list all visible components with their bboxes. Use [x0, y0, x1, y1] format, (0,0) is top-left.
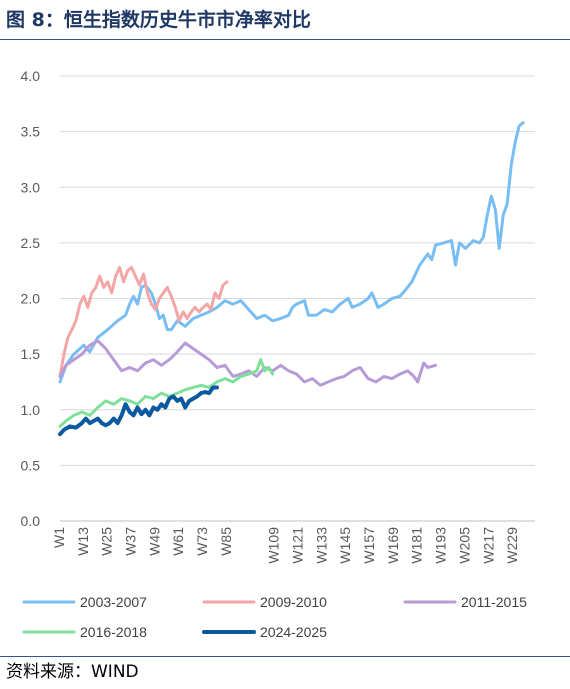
- source-note: 资料来源：WIND: [6, 662, 139, 682]
- y-tick-label: 1.5: [21, 346, 41, 362]
- x-tick-label: W85: [218, 527, 234, 556]
- chart-title: 图 8：恒生指数历史牛市市净率对比: [6, 9, 311, 31]
- y-tick-label: 2.5: [21, 235, 41, 251]
- x-tick-label: W61: [170, 527, 186, 556]
- series-line-2016-2018: [58, 358, 275, 428]
- x-tick-label: W157: [361, 527, 377, 564]
- x-tick-label: W49: [146, 527, 162, 556]
- y-tick-label: 3.0: [21, 179, 41, 195]
- top-divider: [0, 39, 570, 40]
- gridlines: [60, 75, 535, 466]
- legend-label: 2003-2007: [80, 594, 147, 610]
- x-tick-label: W25: [99, 527, 115, 556]
- x-tick-label: W133: [313, 527, 329, 564]
- y-tick-label: 0.5: [21, 457, 41, 473]
- x-tick-label: W217: [480, 527, 496, 564]
- series-lines: [58, 121, 525, 437]
- x-axis: W1 W13 W25 W37 W49 W61 W73 W85 W109 W121 W133 W145 W…: [51, 520, 535, 564]
- series-line-2011-2015: [58, 339, 438, 387]
- y-tick-label: 3.5: [21, 124, 41, 140]
- x-tick-label: W13: [75, 527, 91, 556]
- legend-label: 2016-2018: [80, 624, 147, 640]
- line-chart: 0.00.51.01.52.02.53.03.54.0 W1 W13 W25 W37 W…: [21, 68, 535, 640]
- x-tick-label: W169: [385, 527, 401, 564]
- legend-label: 2011-2015: [461, 594, 527, 610]
- y-tick-label: 4.0: [21, 68, 41, 84]
- y-axis-ticks: 0.0 0.5 1.0 1.5 2.0 2.5 3.0 3.5 4.0: [21, 68, 41, 529]
- x-tick-label: W1: [51, 527, 67, 548]
- series-line-2024-2025: [58, 385, 219, 437]
- y-tick-label: 2.0: [21, 291, 41, 307]
- x-tick-label: W109: [266, 527, 282, 564]
- x-tick-label: W73: [194, 527, 210, 556]
- legend-label: 2024-2025: [260, 624, 327, 640]
- x-tick-label: W121: [289, 527, 305, 564]
- x-tick-label: W181: [409, 527, 425, 564]
- legend: 2003-2007 2009-2010 2011-2015 2016-2018 2024…: [22, 594, 527, 640]
- y-tick-label: 1.0: [21, 402, 41, 418]
- bottom-divider: [0, 656, 570, 657]
- x-tick-label: W37: [123, 527, 139, 556]
- x-tick-label: W205: [456, 527, 472, 564]
- x-tick-label: W229: [504, 527, 520, 564]
- y-tick-label: 0.0: [21, 513, 41, 529]
- series-line-2003-2007: [58, 121, 525, 384]
- x-tick-label: W193: [433, 527, 449, 564]
- legend-label: 2009-2010: [260, 594, 327, 610]
- x-tick-label: W145: [337, 527, 353, 564]
- series-line-2009-2010: [58, 265, 229, 378]
